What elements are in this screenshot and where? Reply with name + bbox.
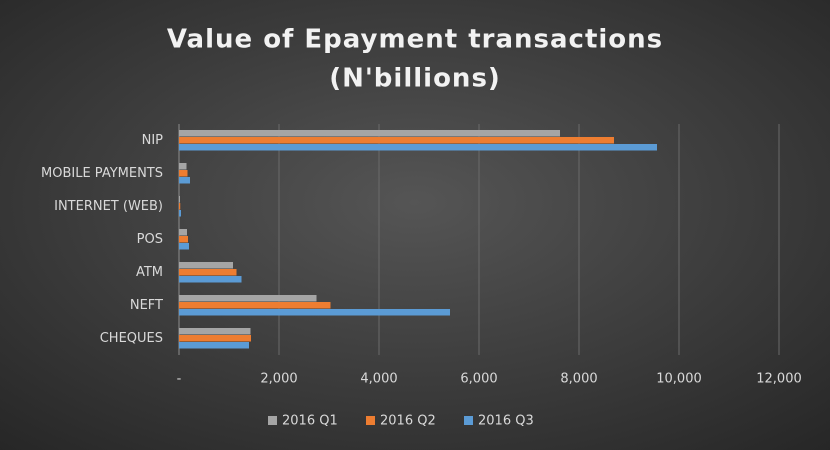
bar xyxy=(179,144,657,151)
legend-swatch xyxy=(366,416,375,425)
x-tick-label: 4,000 xyxy=(360,372,397,387)
y-tick-label: NEFT xyxy=(130,298,163,313)
y-tick-label: POS xyxy=(137,232,163,247)
legend-label: 2016 Q2 xyxy=(380,414,436,429)
bar xyxy=(179,229,187,236)
y-tick-label: INTERNET (WEB) xyxy=(54,199,163,214)
x-tick-label: 6,000 xyxy=(460,372,497,387)
chart-title: Value of Epayment transactions xyxy=(167,25,663,55)
bar xyxy=(179,262,233,269)
y-tick-label: ATM xyxy=(136,265,163,280)
legend-label: 2016 Q1 xyxy=(282,414,338,429)
bar xyxy=(179,309,450,316)
x-tick-label: - xyxy=(177,372,182,387)
bar xyxy=(179,130,560,137)
y-tick-label: MOBILE PAYMENTS xyxy=(41,166,163,181)
bar xyxy=(179,203,181,210)
legend-label: 2016 Q3 xyxy=(478,414,534,429)
bar xyxy=(179,210,181,217)
y-tick-label: CHEQUES xyxy=(100,331,163,346)
x-tick-label: 10,000 xyxy=(656,372,702,387)
bar xyxy=(179,269,237,276)
bar xyxy=(179,170,188,177)
x-tick-label: 2,000 xyxy=(260,372,297,387)
bar xyxy=(179,342,249,349)
bar xyxy=(179,137,614,144)
y-tick-label: NIP xyxy=(142,133,164,148)
legend-swatch xyxy=(464,416,473,425)
bar xyxy=(179,236,188,243)
x-tick-label: 8,000 xyxy=(560,372,597,387)
bar xyxy=(179,302,331,309)
x-tick-label: 12,000 xyxy=(756,372,802,387)
bar xyxy=(179,276,242,283)
bar xyxy=(179,295,317,302)
bar xyxy=(179,163,187,170)
legend-swatch xyxy=(268,416,277,425)
bar xyxy=(179,196,180,203)
bar xyxy=(179,177,190,184)
bar xyxy=(179,243,189,250)
bar xyxy=(179,335,251,342)
bar xyxy=(179,328,251,335)
chart-title: (N'billions) xyxy=(329,64,501,94)
